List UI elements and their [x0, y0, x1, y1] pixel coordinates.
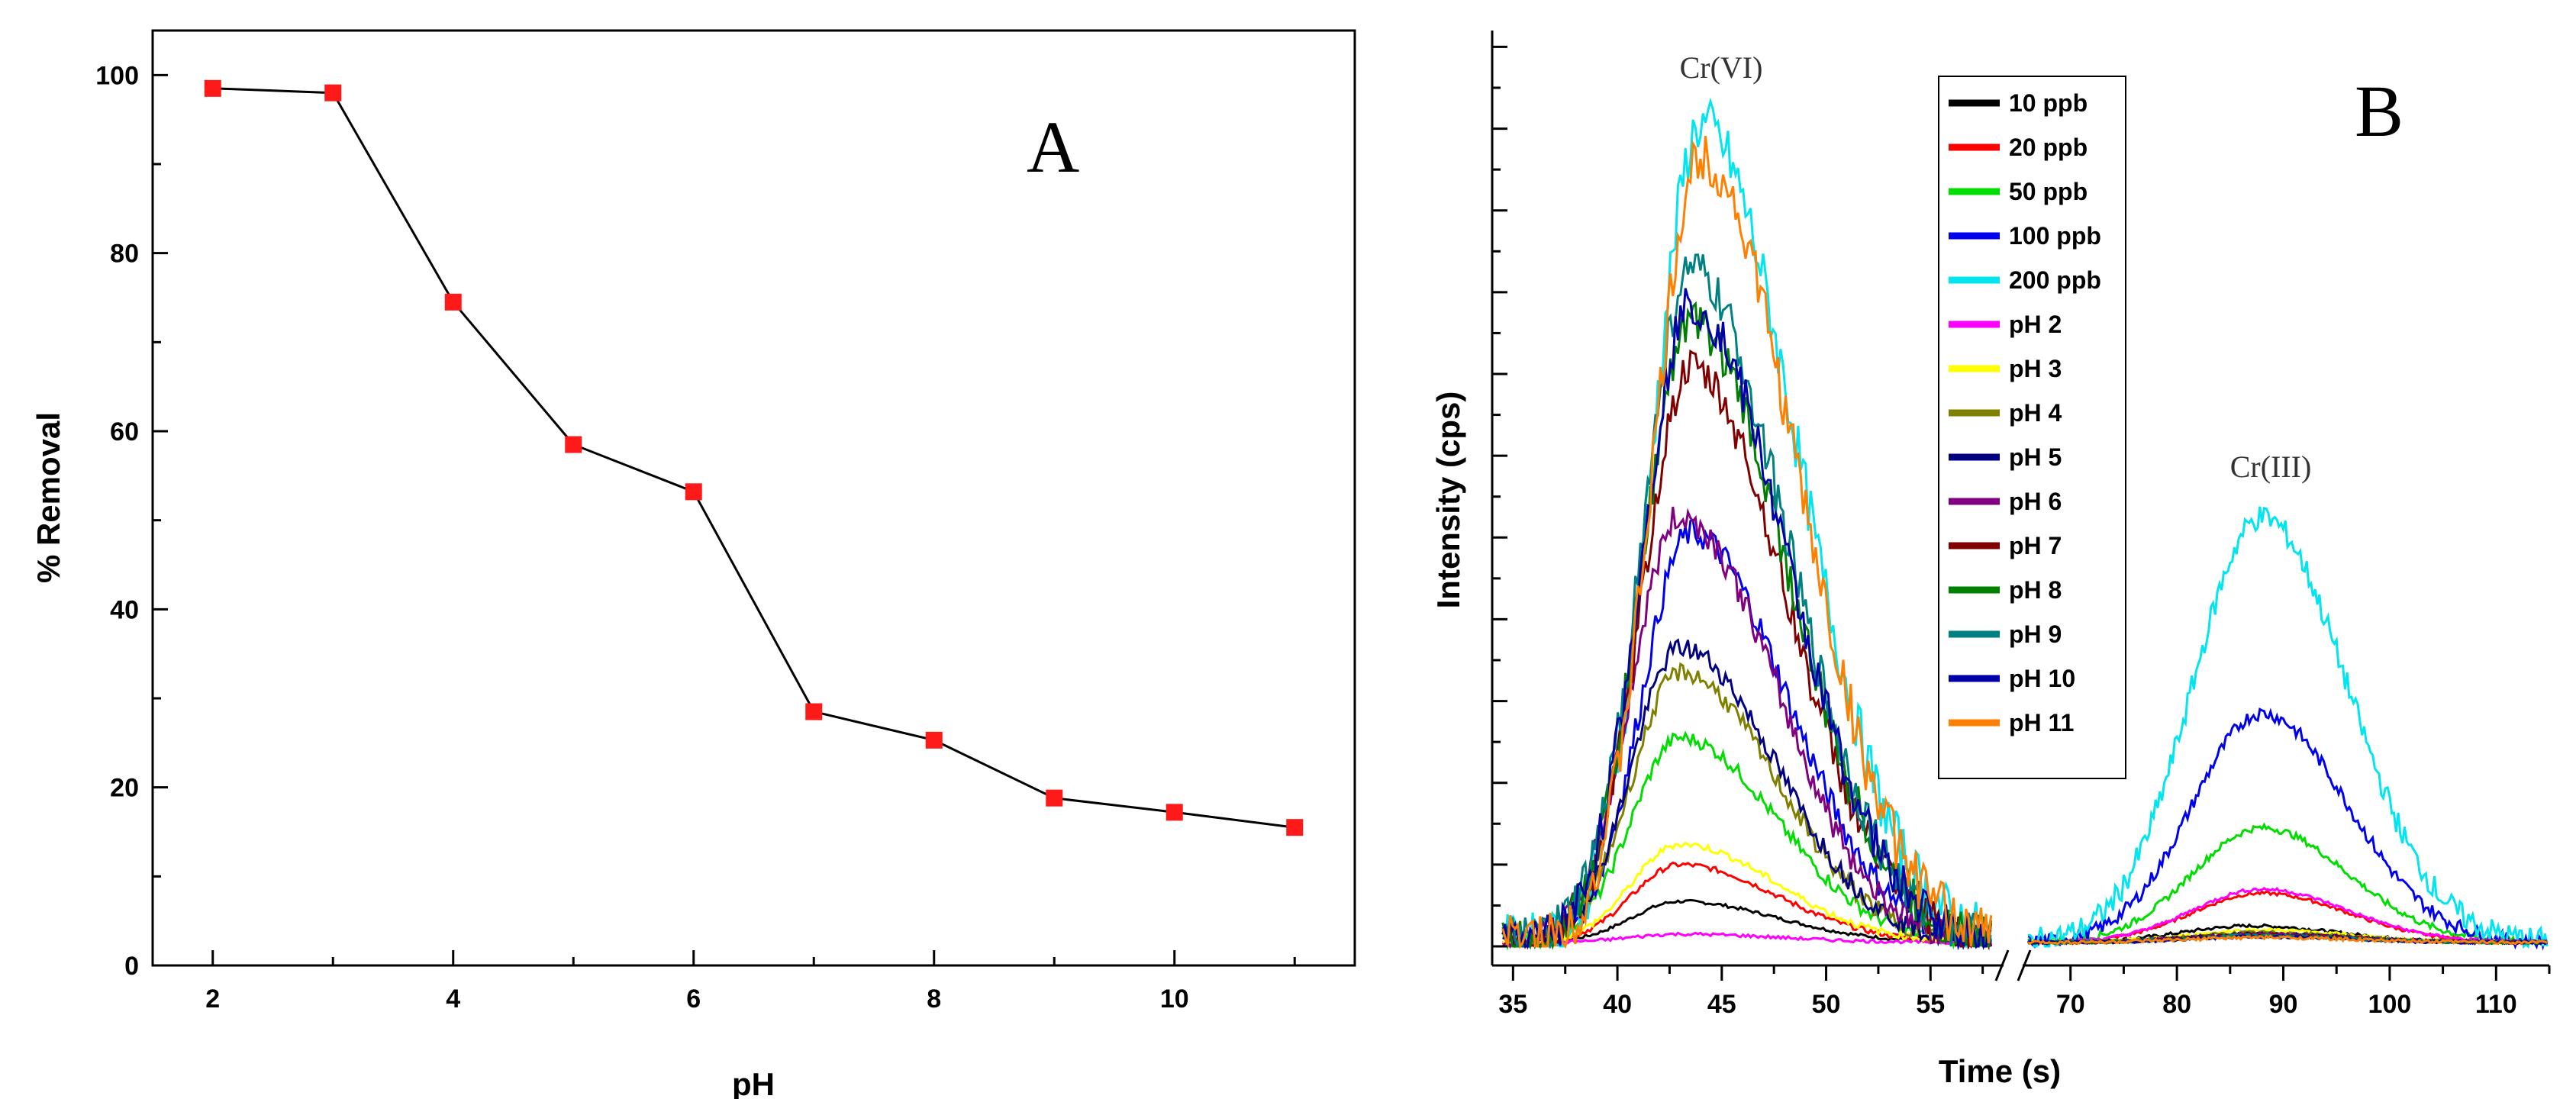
legend-label: pH 3	[2009, 355, 2062, 382]
panel-a-markers	[204, 79, 1304, 836]
series-line-segment	[1501, 301, 1993, 950]
panel-a-letter: A	[1027, 106, 1079, 188]
legend-label: 200 ppb	[2009, 266, 2101, 294]
panel-a-x-axis-label: pH	[732, 1066, 775, 1099]
removal-line	[212, 87, 1295, 829]
data-point-marker	[444, 293, 462, 311]
x-tick-label: 10	[1160, 985, 1189, 1014]
series-line-segment	[1501, 253, 1993, 949]
x-tick-label: 8	[927, 985, 941, 1014]
legend-label: pH 6	[2009, 488, 2062, 515]
panel-a-chart: 0 20 40 60 80 100 2 4 6 8 10 A pH % Removal	[31, 29, 1356, 1099]
legend-label: pH 5	[2009, 443, 2062, 471]
axis-break-mark	[2017, 949, 2032, 981]
legend-label: 20 ppb	[2009, 134, 2088, 161]
panel-b-ticks: 35 40 45 50 55 70 80 90 100 110	[1492, 45, 2551, 1019]
data-point-marker	[1286, 819, 1304, 836]
x-tick-label: 80	[2162, 990, 2191, 1019]
series-line-segment	[2027, 886, 2549, 946]
curve-ph-11	[1501, 136, 2548, 949]
x-tick-label: 35	[1498, 990, 1527, 1019]
x-tick-label: 4	[446, 985, 460, 1014]
legend-label: pH 11	[2009, 709, 2074, 736]
x-tick-label: 110	[2475, 990, 2517, 1019]
peak-label-cr-iii: Cr(III)	[2230, 450, 2312, 484]
x-tick-label: 45	[1707, 990, 1736, 1019]
x-tick-label: 90	[2269, 990, 2298, 1019]
legend-label: pH 4	[2009, 399, 2062, 427]
x-tick-label: 40	[1603, 990, 1632, 1019]
curve-ph-3	[1502, 841, 2549, 947]
x-tick-label: 70	[2056, 990, 2085, 1019]
legend-label: pH 10	[2009, 665, 2075, 692]
panel-a-plot-frame	[151, 29, 1356, 967]
series-line-segment	[1502, 662, 1992, 949]
y-tick-label: 60	[110, 417, 139, 446]
y-tick-label: 0	[124, 952, 139, 981]
panel-b-x-axis-label: Time (s)	[1939, 1053, 2061, 1089]
series-line-segment	[1501, 288, 1992, 948]
panel-a-y-axis-label: % Removal	[31, 412, 66, 583]
curve-ph-2	[1502, 886, 2549, 946]
peak-label-cr-vi: Cr(VI)	[1680, 50, 1763, 85]
series-line-segment	[2027, 934, 2548, 946]
legend-label: 100 ppb	[2009, 222, 2101, 250]
axis-break-gap	[2005, 901, 2021, 985]
legend-label: pH 8	[2009, 576, 2062, 604]
panel-b-axes	[1491, 31, 2549, 985]
series-line-segment	[2027, 506, 2549, 949]
legend-label: pH 9	[2009, 620, 2062, 648]
legend-label: 50 ppb	[2009, 178, 2088, 205]
panel-b-legend: 10 ppb 20 ppb 50 ppb 100 ppb 200 ppb pH 2 pH 3…	[1938, 76, 2126, 779]
panel-a-ticks: 0 20 40 60 80 100 2 4 6 8 10	[95, 61, 1296, 1014]
x-tick-label: 6	[686, 985, 701, 1014]
panel-a-series-line	[212, 87, 1295, 829]
x-tick-label: 2	[205, 985, 220, 1014]
data-point-marker	[805, 703, 823, 720]
series-line-segment	[1502, 97, 1993, 948]
y-tick-label: 20	[110, 774, 139, 803]
y-tick-label: 40	[110, 595, 139, 624]
data-point-marker	[324, 84, 342, 102]
series-line-segment	[2027, 707, 2549, 951]
panel-b-y-axis-label: Intensity (cps)	[1430, 392, 1466, 609]
legend-label: pH 2	[2009, 311, 2062, 338]
series-line-segment	[1501, 861, 1992, 947]
data-point-marker	[565, 436, 582, 453]
data-point-marker	[1046, 789, 1063, 807]
series-line-segment	[1502, 931, 1992, 946]
data-point-marker	[204, 79, 221, 97]
y-tick-label: 80	[110, 240, 139, 269]
x-tick-label: 100	[2368, 990, 2412, 1019]
panel-b-chart: 35 40 45 50 55 70 80 90 100 110 Cr(VI) Cr(III) 10…	[1430, 31, 2551, 1089]
panel-b-curves	[1501, 97, 2549, 951]
series-line-segment	[1501, 136, 1993, 949]
legend-label: 10 ppb	[2009, 89, 2088, 117]
panel-b-letter: B	[2355, 70, 2404, 152]
axis-break-mark	[1994, 949, 2010, 981]
y-tick-label: 100	[95, 61, 139, 90]
x-tick-label: 50	[1812, 990, 1841, 1019]
data-point-marker	[685, 483, 702, 501]
series-line-segment	[2027, 822, 2548, 947]
data-point-marker	[925, 731, 943, 749]
data-point-marker	[1165, 804, 1183, 821]
legend-label: pH 7	[2009, 532, 2062, 559]
x-tick-label: 55	[1916, 990, 1945, 1019]
